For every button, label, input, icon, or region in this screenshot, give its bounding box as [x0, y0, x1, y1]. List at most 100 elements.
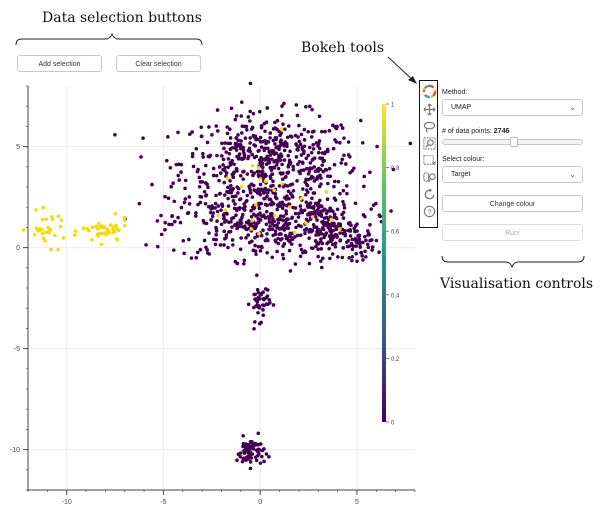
run-button[interactable]: Run!: [442, 224, 583, 241]
data-point: [244, 455, 249, 460]
data-point: [258, 182, 263, 187]
data-point: [37, 227, 42, 231]
data-point: [281, 224, 286, 229]
box-zoom-icon[interactable]: [422, 136, 437, 151]
data-point: [213, 242, 218, 247]
data-point: [280, 162, 284, 167]
umap-scatter-plot[interactable]: -10 -5 0 5 -10 -5 0 5 0 0.2 0.4 0.6 0.8 1: [0, 80, 420, 510]
data-points-value: 2746: [493, 128, 510, 135]
data-point: [250, 152, 255, 157]
data-point: [273, 213, 277, 218]
add-selection-button[interactable]: Add selection: [17, 55, 102, 72]
data-point: [249, 182, 254, 186]
data-point: [221, 157, 226, 162]
data-point: [235, 144, 239, 149]
data-point: [257, 231, 261, 236]
data-point: [241, 189, 246, 194]
data-point: [317, 146, 322, 151]
data-point: [333, 241, 338, 246]
data-point: [328, 256, 332, 261]
data-point: [115, 226, 119, 231]
data-point: [203, 202, 208, 206]
data-point: [293, 211, 298, 216]
data-point: [313, 209, 317, 214]
data-point: [330, 123, 335, 128]
data-point: [248, 119, 252, 123]
data-point: [255, 296, 259, 301]
data-point: [368, 223, 372, 227]
data-point: [352, 166, 356, 171]
data-point: [237, 142, 242, 147]
data-point: [198, 200, 203, 205]
data-point: [340, 157, 345, 162]
data-points-label: # of data points: 2746: [442, 128, 510, 135]
data-point: [241, 177, 245, 181]
bokeh-logo-icon[interactable]: [422, 84, 437, 99]
data-point: [287, 202, 292, 206]
data-point: [223, 141, 228, 145]
data-point: [214, 124, 219, 128]
colour-select[interactable]: Target ⌄: [442, 166, 583, 183]
data-point: [205, 251, 210, 255]
data-point: [268, 212, 273, 216]
change-colour-button[interactable]: Change colour: [442, 195, 583, 212]
data-point: [58, 224, 63, 229]
data-point: [294, 103, 299, 107]
lasso-select-icon[interactable]: [422, 119, 437, 134]
data-point: [341, 216, 346, 220]
data-point: [302, 127, 307, 132]
help-icon[interactable]: ?: [422, 204, 437, 219]
data-point: [315, 241, 320, 245]
data-point: [243, 136, 248, 140]
method-select[interactable]: UMAP ⌄: [442, 99, 583, 116]
data-point: [182, 200, 187, 205]
data-point: [332, 224, 336, 228]
data-point: [341, 199, 345, 204]
data-point: [204, 194, 208, 198]
data-points-slider[interactable]: [442, 137, 583, 147]
data-point: [250, 195, 255, 199]
data-point: [286, 226, 291, 230]
data-point: [304, 104, 308, 109]
pan-icon[interactable]: [422, 102, 437, 117]
data-point: [41, 205, 46, 210]
data-point: [239, 221, 244, 225]
data-point: [231, 171, 236, 176]
data-point: [144, 243, 148, 247]
data-point: [248, 136, 253, 140]
slider-handle[interactable]: [509, 137, 518, 147]
data-point: [215, 209, 220, 214]
data-point: [310, 130, 315, 134]
clear-selection-button[interactable]: Clear selection: [116, 55, 201, 72]
data-point: [266, 215, 271, 219]
data-point: [244, 442, 249, 446]
box-select-icon[interactable]: [422, 153, 437, 168]
data-point: [286, 165, 291, 169]
data-point: [279, 127, 284, 131]
data-point: [34, 226, 39, 230]
colorbar-tick-label: 0.4: [391, 293, 400, 299]
data-point: [252, 143, 256, 147]
wheel-zoom-icon[interactable]: [422, 170, 437, 185]
reset-icon[interactable]: [422, 187, 437, 202]
data-point: [209, 206, 213, 211]
data-point: [287, 196, 291, 201]
data-point: [256, 216, 260, 221]
data-point: [167, 222, 171, 227]
data-point: [40, 217, 45, 222]
data-point: [111, 231, 115, 235]
data-point: [332, 184, 336, 189]
data-point: [229, 183, 233, 188]
data-point: [275, 225, 279, 230]
data-point: [250, 218, 255, 223]
data-point: [310, 215, 315, 219]
data-point: [256, 165, 261, 170]
data-point: [245, 172, 250, 176]
data-point: [364, 238, 368, 243]
data-point: [190, 154, 195, 159]
y-tick-label: -5: [14, 346, 20, 353]
data-point: [240, 459, 245, 464]
data-point: [332, 215, 337, 220]
data-point: [324, 231, 329, 235]
data-point: [240, 157, 244, 162]
